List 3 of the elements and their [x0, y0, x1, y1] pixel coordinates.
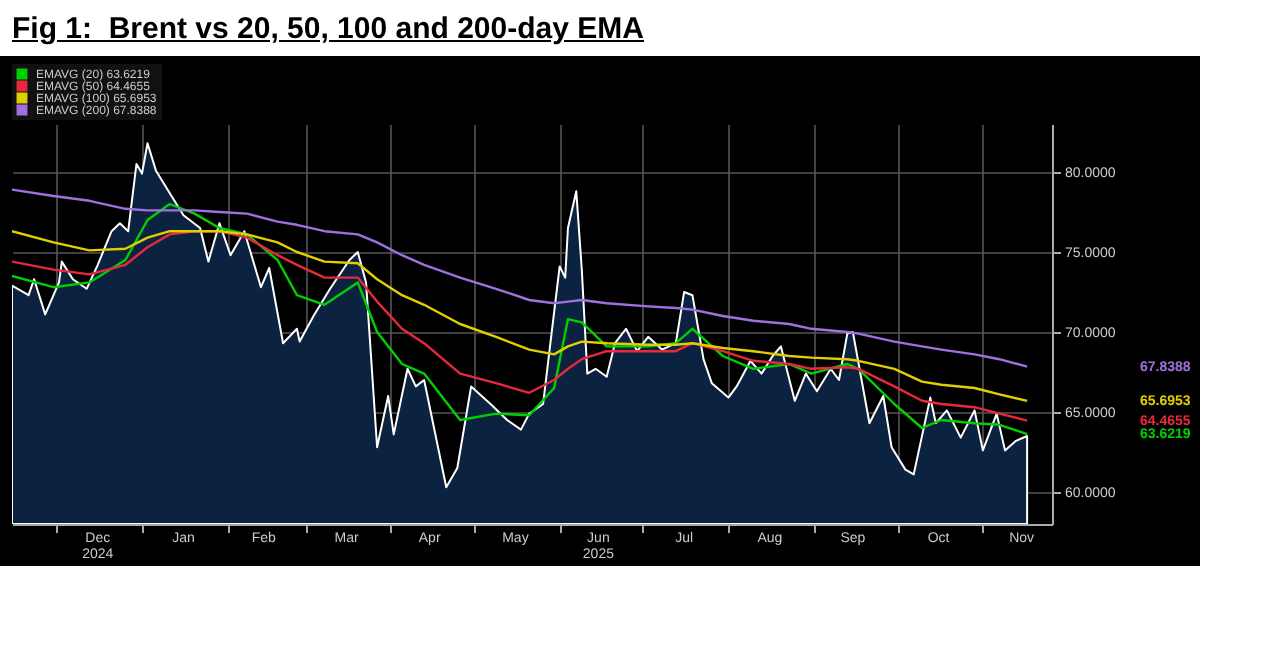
chart-title: Fig 1: Brent vs 20, 50, 100 and 200-day EMA	[12, 12, 644, 46]
line-series	[12, 188, 1029, 368]
line-series	[12, 202, 1029, 436]
